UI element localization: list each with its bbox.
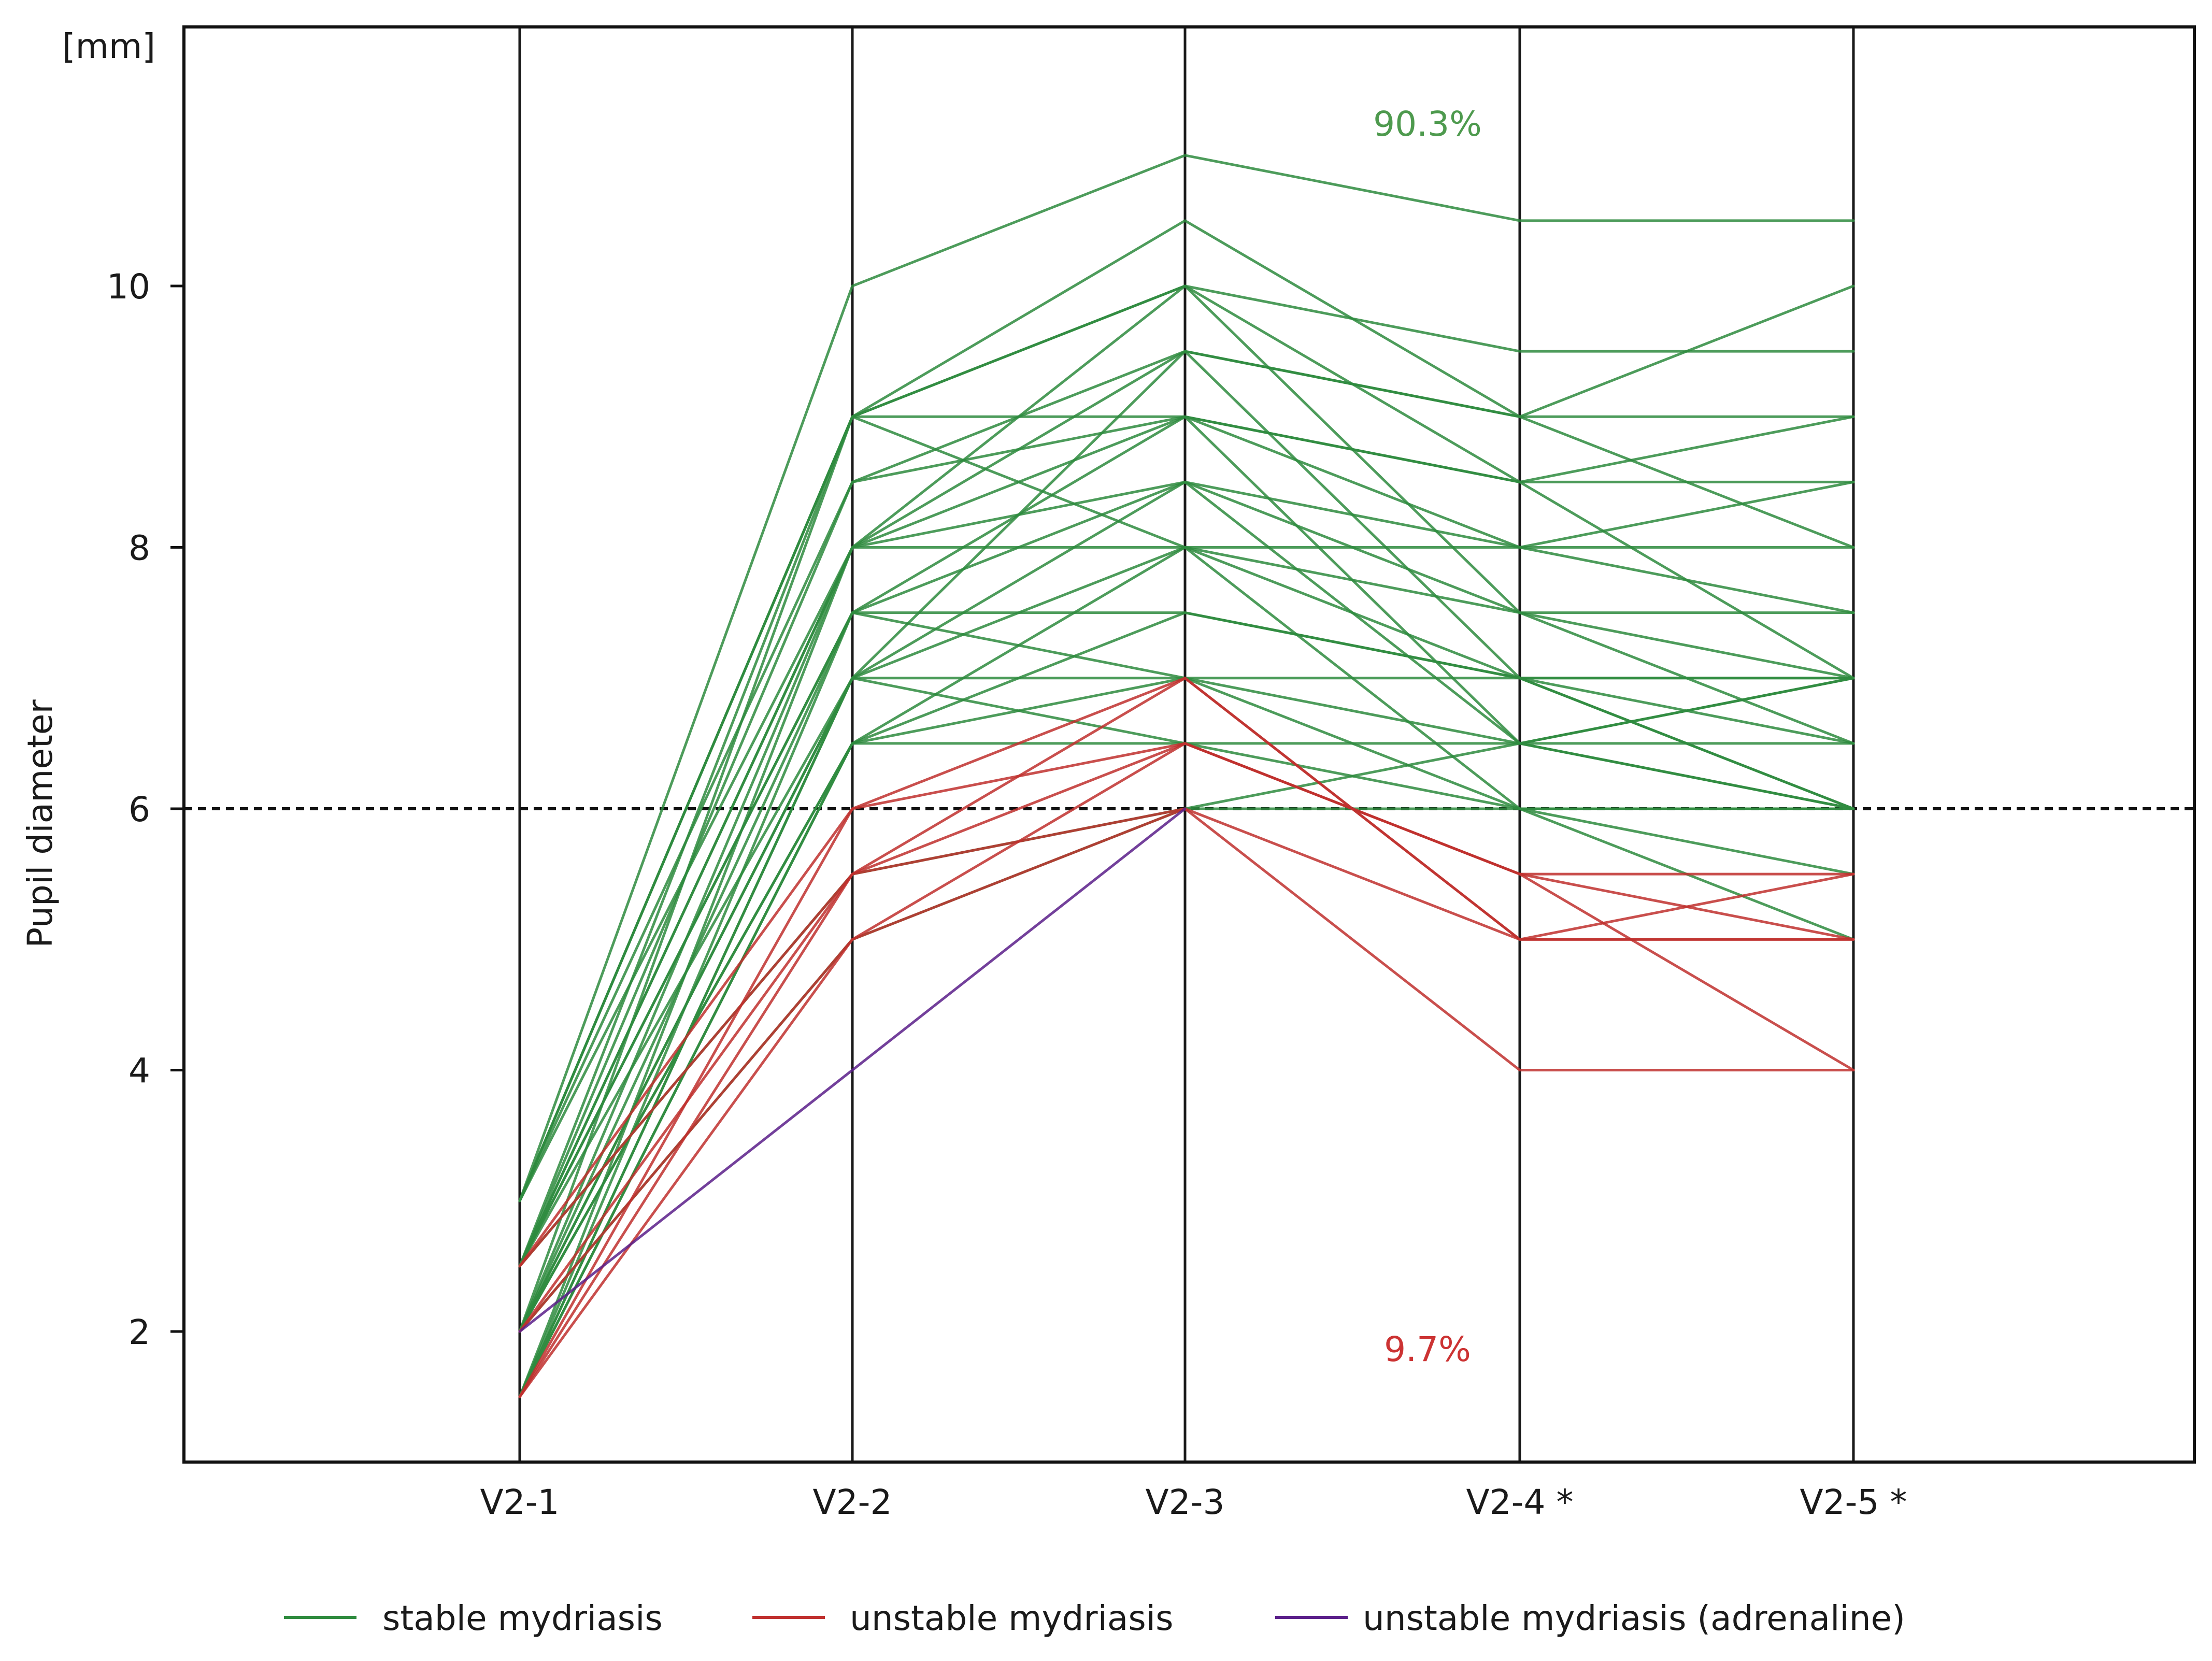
x-category-label: V2-1: [480, 1482, 560, 1522]
frame-layer: [170, 25, 2196, 1464]
annotation-stable-percentage: 90.3%: [1373, 104, 1482, 144]
x-category-label: V2-4 *: [1466, 1482, 1574, 1522]
y-tick-label: 4: [129, 1051, 150, 1091]
y-tick-label: 8: [129, 528, 150, 568]
y-unit-label: [mm]: [62, 26, 155, 66]
y-tick-label: 6: [129, 790, 150, 829]
x-category-label: V2-3: [1146, 1482, 1225, 1522]
labels-layer: 2 4 6 8 10 [mm] Pupil diameter V2-1 V2-2 V2-3 V2-4…: [20, 26, 1907, 1638]
legend-label: stable mydriasis: [382, 1598, 663, 1638]
x-category-label: V2-5 *: [1800, 1482, 1907, 1522]
legend: stable mydriasis unstable mydriasis unstab…: [284, 1598, 1905, 1638]
series-line: [518, 807, 1187, 1333]
legend-label: unstable mydriasis (adrenaline): [1363, 1598, 1905, 1638]
plot-frame: [182, 25, 2196, 1464]
y-tick-label: 2: [129, 1312, 150, 1352]
series-lines-layer: [518, 154, 1855, 1398]
legend-label: unstable mydriasis: [850, 1598, 1173, 1638]
series-line: [518, 154, 1855, 1202]
y-axis-title: Pupil diameter: [20, 699, 60, 948]
y-tick-label: 10: [107, 267, 150, 307]
annotation-unstable-percentage: 9.7%: [1384, 1329, 1471, 1369]
x-category-label: V2-2: [813, 1482, 892, 1522]
